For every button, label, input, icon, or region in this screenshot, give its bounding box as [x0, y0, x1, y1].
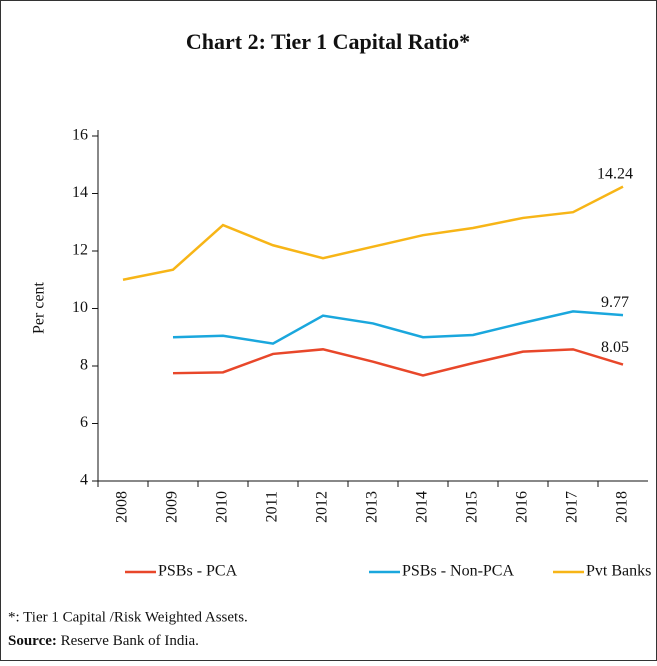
value-label: 8.05: [601, 339, 629, 356]
series-line: [122, 185, 624, 281]
x-tick-label: 2010: [214, 491, 231, 523]
y-tick-label: 10: [72, 299, 88, 316]
y-axis-label: Per cent: [31, 281, 48, 334]
source-text: Reserve Bank of India.: [61, 633, 199, 649]
x-tick-label: 2018: [614, 491, 631, 523]
source: Source: Reserve Bank of India.: [8, 633, 199, 649]
series-line: [172, 348, 624, 377]
series-line: [172, 310, 624, 345]
y-tick-label: 8: [80, 357, 88, 374]
y-tick-label: 12: [72, 242, 88, 259]
x-tick-label: 2011: [264, 491, 281, 522]
value-label: 9.77: [601, 294, 629, 311]
legend-label: Pvt Banks: [586, 563, 651, 580]
x-tick-label: 2015: [464, 491, 481, 523]
x-tick-label: 2013: [364, 491, 381, 523]
footnote: *: Tier 1 Capital /Risk Weighted Assets.: [8, 609, 248, 625]
y-tick-label: 6: [80, 414, 88, 431]
value-label: 14.24: [597, 165, 633, 182]
y-tick-label: 4: [80, 472, 88, 489]
y-tick-label: 16: [72, 127, 88, 144]
chart-title: Chart 2: Tier 1 Capital Ratio*: [186, 29, 470, 54]
legend-label: PSBs - Non-PCA: [402, 563, 514, 580]
legend-label: PSBs - PCA: [158, 563, 238, 580]
x-tick-label: 2009: [164, 491, 181, 523]
y-tick-label: 14: [72, 184, 88, 201]
x-tick-label: 2008: [114, 491, 131, 523]
source-label: Source:: [8, 633, 57, 649]
x-tick-label: 2017: [564, 491, 581, 523]
x-tick-label: 2016: [514, 491, 531, 523]
x-tick-label: 2014: [414, 491, 431, 523]
x-tick-label: 2012: [314, 491, 331, 523]
